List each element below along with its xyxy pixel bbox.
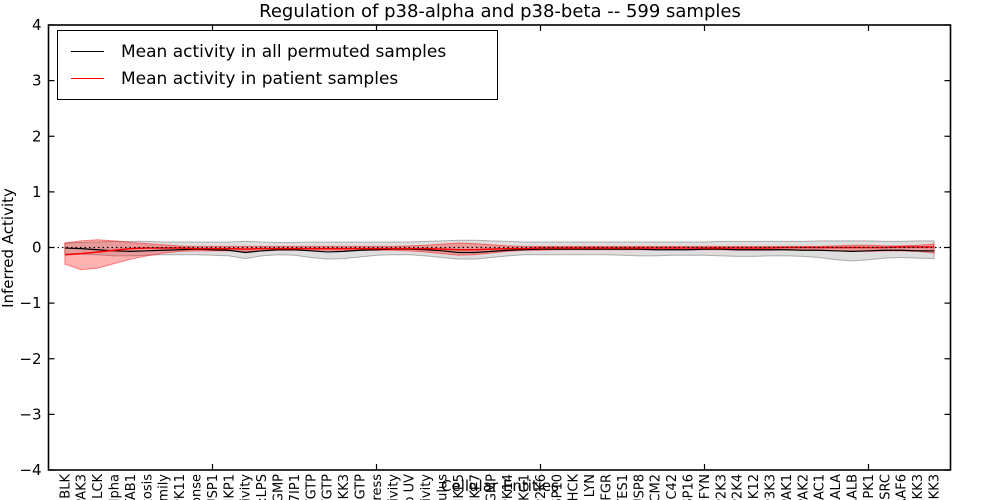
band-patient-std: [64, 239, 935, 271]
x-entity-label: PAK1: [780, 474, 795, 500]
x-entity-label: RAC1/OSM/MEKK3/MKK3: [928, 474, 943, 500]
x-entity-label: RAL/GTP: [321, 474, 336, 500]
legend-line-swatch-patient: [71, 78, 104, 79]
x-entity-label: response to UV: [403, 474, 418, 500]
x-entity-label: MAPK11: [173, 474, 188, 500]
legend-line-swatch-permuted: [71, 51, 104, 52]
x-entity-label: MAP2K3: [714, 474, 729, 500]
x-entity-label: PRKG1: [518, 474, 533, 500]
legend: Mean activity in all permuted samples Me…: [57, 30, 498, 100]
y-tick-label: −2: [19, 350, 41, 368]
x-entity-label: mol:cGMP: [272, 474, 287, 500]
x-entity-label: MAP2K4: [731, 474, 746, 500]
y-tick-label: 3: [32, 72, 42, 90]
x-entity-label: tumor necrosis factor receptor activity: [419, 474, 434, 500]
x-entity-label: epidermal growth factor receptor activit…: [239, 474, 254, 500]
x-entity-label: p38 alpha/TAB1: [124, 474, 139, 500]
x-entity-label: CDC42: [665, 474, 680, 500]
legend-label-patient: Mean activity in patient samples: [121, 68, 399, 89]
x-entity-label: p38alpha-beta/MKP7: [468, 474, 483, 500]
x-entity-label: p38alpha-beta/MKP1: [222, 474, 237, 500]
legend-item-patient: Mean activity in patient samples: [71, 65, 497, 92]
x-entity-label: FGR: [600, 474, 615, 500]
y-tick-label: −4: [19, 461, 41, 479]
x-entity-label: MAP3K7IP1: [288, 474, 303, 500]
x-entity-label: MAP3K3: [764, 474, 779, 500]
x-entity-label: MAPK14: [501, 474, 516, 500]
x-entity-label: LCK: [91, 474, 106, 499]
y-tick-label: 4: [32, 16, 42, 34]
x-entity-label: DUSP16: [682, 474, 697, 500]
x-entity-label: FYN: [698, 474, 713, 499]
x-axis-label: Cellular Entities: [441, 477, 559, 495]
x-entity-label: MAP3K12: [747, 474, 762, 500]
x-entity-label: mol:LPS: [255, 474, 270, 500]
y-tick-label: −1: [19, 294, 41, 312]
x-entity-label: BLK: [58, 474, 73, 499]
x-entity-label: RIP1/MEKK3: [337, 474, 352, 500]
y-axis-label: Inferred Activity: [0, 188, 17, 308]
x-entity-label: TRAF6: [895, 474, 910, 500]
x-entity-label: PGK/cGMP: [485, 474, 500, 500]
x-entity-label: RAC1-CDC42/GTP/PAK family: [157, 474, 172, 500]
x-entity-label: DUSP1: [206, 474, 221, 500]
x-entity-label: PAK3: [75, 474, 90, 500]
y-tick-label: 0: [32, 239, 42, 257]
legend-item-permuted: Mean activity in all permuted samples: [71, 38, 497, 65]
y-tick-label: 2: [32, 127, 42, 145]
x-entity-label: RAC1: [813, 474, 828, 500]
y-tick-label: −3: [19, 405, 41, 423]
x-entity-label: RIPK1: [862, 474, 877, 500]
x-entity-label: YES1: [616, 474, 631, 500]
x-entity-label: response to insulin stimulus: [436, 474, 451, 500]
x-entity-label: LYN: [583, 474, 598, 497]
x-entity-label: DUSP10: [550, 474, 565, 500]
x-entity-label: RAC1-CDC42/GTP: [304, 474, 319, 500]
x-entity-label: MAP2K6: [534, 474, 549, 500]
x-entity-label: DUSP8: [632, 474, 647, 500]
x-entity-label: TRAF6/MEKK3: [911, 474, 926, 500]
x-entity-label: mol:GTP: [354, 474, 369, 500]
x-entity-label: response to stress: [370, 474, 385, 500]
x-entity-label: positive regulation of innate immune res…: [190, 474, 205, 500]
x-entity-label: HCK: [567, 474, 582, 500]
series-line-permuted: [64, 247, 935, 254]
x-entity-label: SRC: [878, 474, 893, 500]
x-entity-label: RALB: [846, 474, 861, 500]
x-entity-labels: BLKPAK3LCKPGK/cGMP/p38 alphap38 alpha/TA…: [58, 474, 942, 500]
x-entity-label: interleukin-1 receptor activity: [386, 474, 401, 500]
x-entity-label: RALA: [829, 474, 844, 500]
y-tick-label: 1: [32, 183, 42, 201]
x-entity-label: p38alpha-beta/MKP5: [452, 474, 467, 500]
x-entity-label: PGK/cGMP/p38 alpha: [108, 474, 123, 500]
x-entity-label: CCM2: [649, 474, 664, 500]
x-entity-label: apoptosis: [140, 474, 155, 500]
legend-label-permuted: Mean activity in all permuted samples: [121, 41, 447, 62]
chart-title: Regulation of p38-alpha and p38-beta -- …: [259, 1, 741, 22]
y-axis-ticks: −4 −3 −2 −1 0 1 2 3 4: [19, 16, 951, 479]
x-entity-label: PAK2: [796, 474, 811, 500]
series-line-patient: [64, 246, 935, 256]
